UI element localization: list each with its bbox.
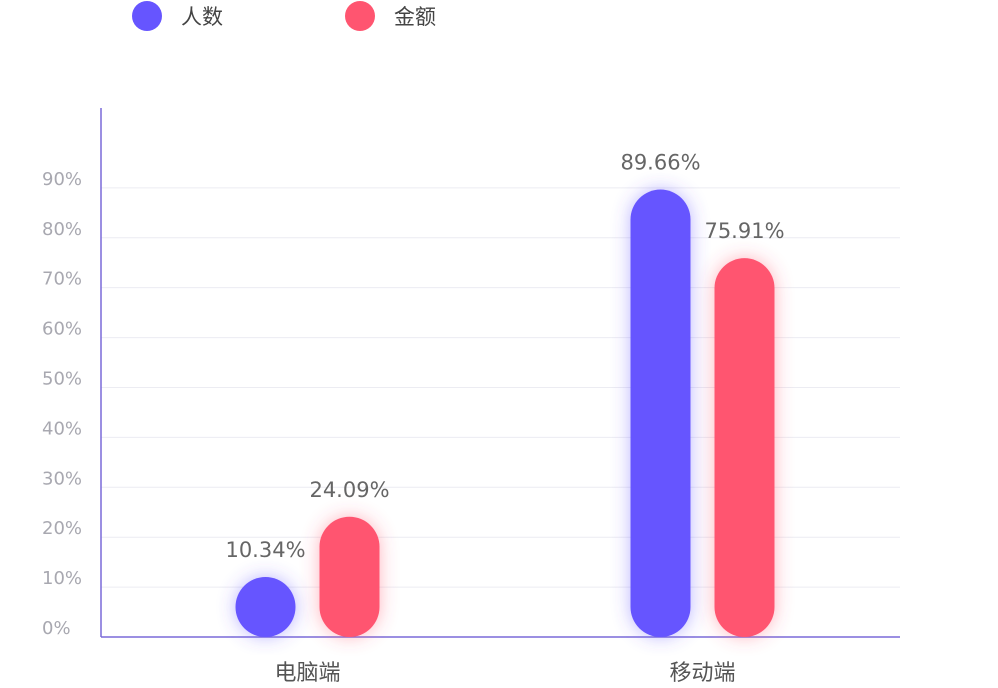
legend-label: 金额 <box>394 5 436 29</box>
y-tick-label: 20% <box>42 518 82 539</box>
y-tick-label: 60% <box>42 319 82 340</box>
bar <box>319 516 380 637</box>
y-tick-label: 0% <box>42 618 71 639</box>
y-tick-label: 50% <box>42 368 82 389</box>
y-tick-label: 80% <box>42 219 82 240</box>
bar <box>630 189 691 638</box>
legend-swatch <box>132 1 162 31</box>
bar <box>714 258 775 637</box>
y-tick-label: 30% <box>42 468 82 489</box>
value-label: 24.09% <box>309 478 389 502</box>
y-tick-label: 70% <box>42 269 82 290</box>
y-tick-label: 90% <box>42 169 82 190</box>
value-label: 75.91% <box>704 219 784 243</box>
x-tick-label: 电脑端 <box>274 661 340 686</box>
y-tick-label: 40% <box>42 418 82 439</box>
x-tick-label: 移动端 <box>669 661 735 686</box>
value-label: 89.66% <box>620 151 700 175</box>
legend-swatch <box>345 1 375 31</box>
value-label: 10.34% <box>225 538 305 562</box>
y-tick-label: 10% <box>42 568 82 589</box>
bar <box>235 577 296 637</box>
legend-label: 人数 <box>181 5 223 29</box>
